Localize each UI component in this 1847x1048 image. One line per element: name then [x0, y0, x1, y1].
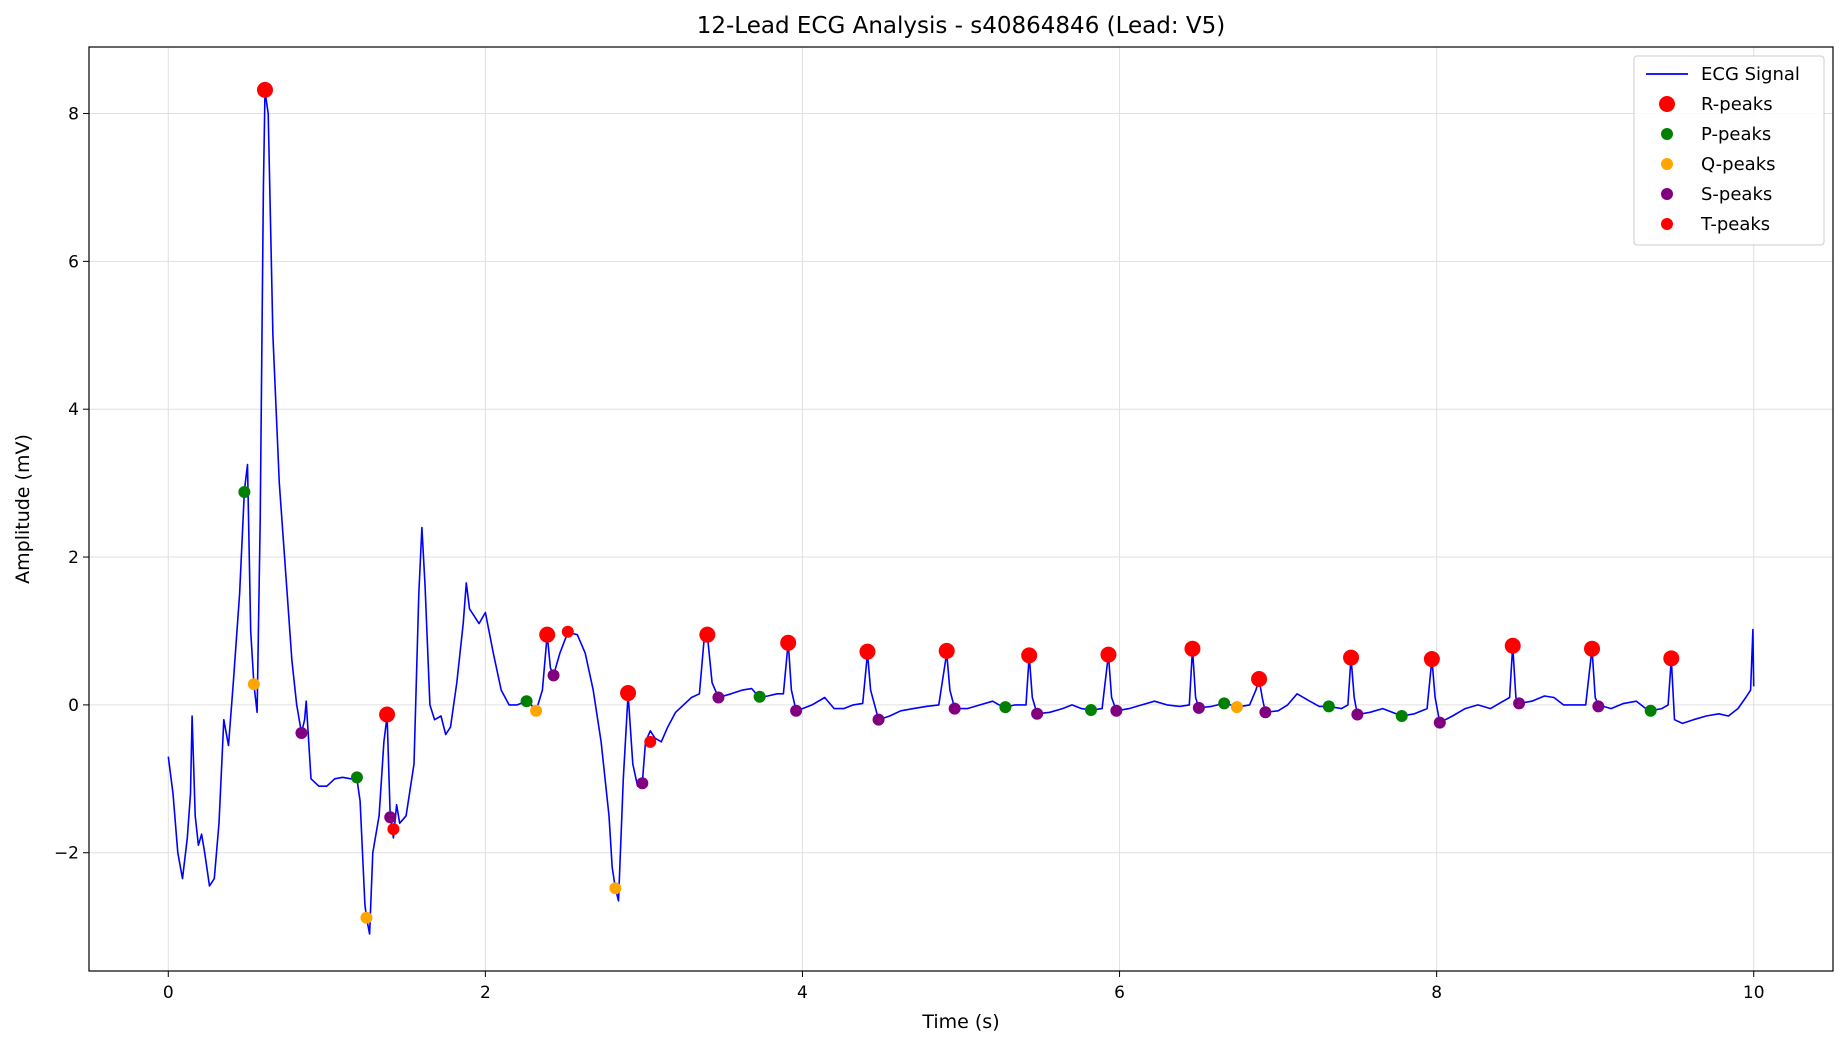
- r-peak-marker: [1584, 640, 1601, 657]
- s-peak-marker: [1110, 704, 1123, 717]
- legend-box: [1633, 55, 1825, 246]
- q-peak-marker: [1230, 701, 1243, 714]
- y-tick-label: 8: [68, 105, 79, 125]
- s-peak-marker: [384, 811, 397, 824]
- r-peak-marker: [1251, 671, 1268, 688]
- legend-label-q-peaks: Q-peaks: [1701, 154, 1776, 175]
- p-peak-marker: [1395, 709, 1408, 722]
- r-peak-marker: [938, 642, 955, 659]
- plot-frame: [88, 46, 1834, 972]
- legend-items: ECG Signal R-peaks P-peaks Q-peaks S-peaks T-…: [1646, 64, 1800, 235]
- t-peak-marker: [644, 735, 657, 748]
- s-peak-marker: [547, 669, 560, 682]
- p-peak-marker: [999, 701, 1012, 714]
- y-tick-label: −2: [54, 844, 79, 864]
- legend-q-peaks-marker: [1661, 158, 1673, 170]
- r-peak-marker: [1663, 650, 1680, 667]
- s-peak-marker: [790, 704, 803, 717]
- r-peak-marker: [1423, 651, 1440, 668]
- legend-p-peaks-marker: [1661, 128, 1673, 140]
- axis-ticks: 0 2 4 6 8 10 −2 0 2 4 6 8: [54, 105, 1765, 1003]
- legend-label-s-peaks: S-peaks: [1701, 184, 1772, 205]
- legend-label-t-peaks: T-peaks: [1700, 214, 1770, 235]
- ecg-signal-line: [167, 90, 1755, 935]
- legend-s-peaks-marker: [1661, 188, 1673, 200]
- t-peak-marker: [561, 625, 574, 638]
- legend-label-r-peaks: R-peaks: [1701, 94, 1773, 115]
- legend-label-ecg-signal: ECG Signal: [1701, 64, 1800, 85]
- plot-series: [167, 81, 1755, 935]
- s-peak-marker: [295, 726, 308, 739]
- q-peak-marker: [530, 704, 543, 717]
- s-peak-marker: [1592, 700, 1605, 713]
- q-peak-marker: [360, 911, 373, 924]
- legend-r-peaks-marker: [1659, 96, 1675, 112]
- r-peak-marker: [379, 706, 396, 723]
- p-peak-marker: [520, 695, 533, 708]
- s-peak-marker: [1433, 716, 1446, 729]
- x-tick-label: 0: [163, 983, 174, 1003]
- legend: ECG Signal R-peaks P-peaks Q-peaks S-peaks T-…: [1633, 55, 1825, 246]
- s-peak-marker: [1351, 708, 1364, 721]
- p-peak-marker: [350, 771, 363, 784]
- y-axis-label: Amplitude (mV): [12, 434, 34, 584]
- r-peak-marker: [859, 643, 876, 660]
- x-axis-label: Time (s): [921, 1011, 999, 1033]
- r-peak-marker: [620, 685, 637, 702]
- s-peak-marker: [872, 713, 885, 726]
- r-peak-marker: [1100, 646, 1117, 663]
- legend-t-peaks-marker: [1661, 218, 1673, 230]
- t-peak-marker: [387, 823, 400, 836]
- r-peak-marker: [1184, 640, 1201, 657]
- r-peak-marker: [1343, 649, 1360, 666]
- chart-title: 12-Lead ECG Analysis - s40864846 (Lead: …: [697, 13, 1226, 39]
- x-tick-label: 10: [1743, 983, 1765, 1003]
- y-tick-label: 0: [68, 696, 79, 716]
- p-peak-marker: [238, 485, 251, 498]
- r-peak-marker: [699, 626, 716, 643]
- q-peak-marker: [247, 678, 260, 691]
- s-peak-marker: [636, 777, 649, 790]
- r-peak-marker: [780, 634, 797, 651]
- p-peak-marker: [1644, 704, 1657, 717]
- s-peak-marker: [948, 702, 961, 715]
- s-peak-marker: [1031, 707, 1044, 720]
- s-peak-marker: [1513, 697, 1526, 710]
- s-peak-marker: [1259, 706, 1272, 719]
- p-peak-marker: [1322, 700, 1335, 713]
- x-tick-label: 4: [797, 983, 808, 1003]
- r-peak-marker: [1021, 647, 1038, 664]
- x-tick-label: 6: [1114, 983, 1125, 1003]
- p-peak-marker: [1218, 697, 1231, 710]
- p-peak-marker: [753, 690, 766, 703]
- p-peak-marker: [1085, 704, 1098, 717]
- y-tick-label: 6: [68, 252, 79, 272]
- x-tick-label: 8: [1431, 983, 1442, 1003]
- q-peak-marker: [609, 882, 622, 895]
- y-tick-label: 2: [68, 548, 79, 568]
- s-peak-marker: [712, 691, 725, 704]
- y-tick-label: 4: [68, 400, 79, 420]
- x-tick-label: 2: [480, 983, 491, 1003]
- r-peak-marker: [256, 81, 273, 98]
- s-peak-marker: [1192, 701, 1205, 714]
- r-peak-marker: [539, 626, 556, 643]
- r-peak-marker: [1504, 637, 1521, 654]
- legend-label-p-peaks: P-peaks: [1701, 124, 1771, 145]
